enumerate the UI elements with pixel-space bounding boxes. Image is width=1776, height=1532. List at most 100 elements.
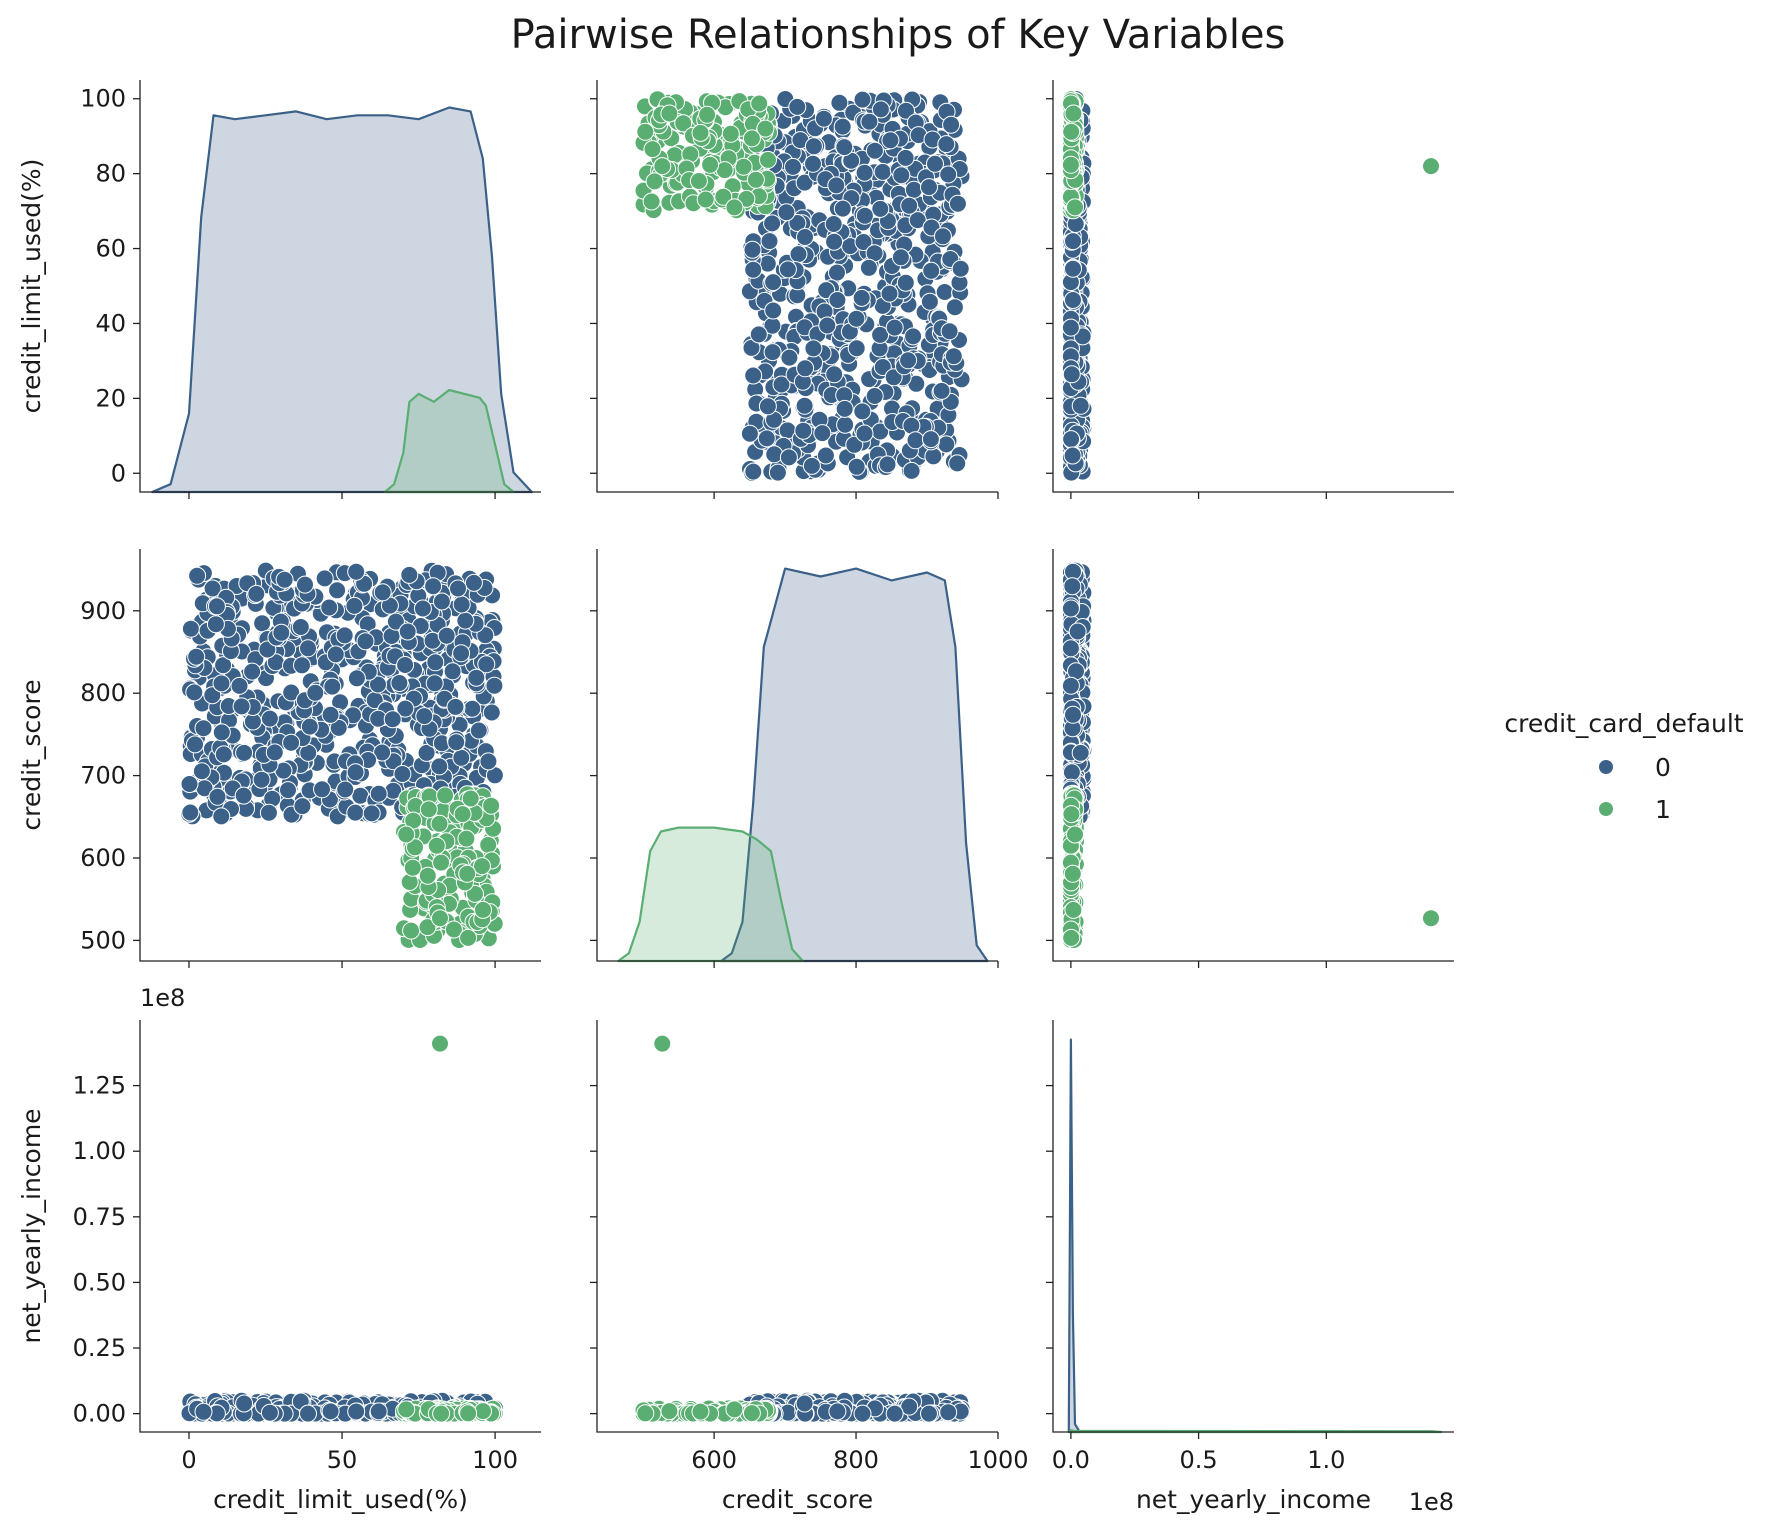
point-0 [906, 431, 925, 450]
point-0 [847, 309, 866, 328]
point-0 [880, 284, 899, 303]
point-0 [413, 599, 432, 618]
y-tick-label: 700 [80, 762, 126, 790]
point-0 [885, 318, 904, 337]
y-tick-label: 60 [95, 235, 126, 263]
point-1 [756, 119, 775, 138]
point-0 [293, 656, 311, 675]
point-0 [865, 387, 884, 405]
point-0 [291, 618, 310, 636]
point-0 [825, 365, 844, 384]
chart-title: Pairwise Relationships of Key Variables [511, 12, 1286, 58]
point-0 [760, 232, 779, 251]
point-0 [859, 258, 878, 277]
point-0 [335, 626, 354, 645]
point-1 [479, 835, 498, 854]
point-0 [827, 176, 846, 195]
point-0 [181, 803, 200, 822]
point-1 [642, 192, 661, 211]
point-0 [804, 137, 823, 156]
panel-credit_limit_used(%)-vs-credit_score [590, 80, 999, 499]
point-0 [437, 626, 456, 645]
panel-credit_score-vs-credit_score [590, 549, 999, 968]
point-0 [347, 1402, 366, 1421]
point-0 [432, 592, 451, 611]
point-0 [884, 368, 903, 387]
point-1 [691, 123, 710, 142]
point-0 [369, 1402, 388, 1421]
point-0 [234, 786, 253, 805]
point-1 [397, 825, 416, 844]
point-0 [207, 597, 226, 616]
point-0 [908, 211, 927, 230]
y-tick-label: 0 [111, 459, 126, 487]
point-0 [456, 611, 475, 630]
point-0 [449, 579, 467, 598]
point-1 [432, 1404, 451, 1423]
y-tick-label: 20 [95, 384, 126, 412]
point-0 [758, 397, 777, 416]
point-0 [260, 1403, 279, 1422]
point-0 [181, 619, 200, 638]
point-0 [1063, 446, 1082, 465]
point-0 [260, 709, 279, 728]
y-tick-label: 0.25 [73, 1334, 126, 1362]
point-0 [212, 723, 231, 742]
point-1 [660, 104, 679, 123]
kde-1 [383, 388, 515, 494]
point-1 [725, 198, 744, 217]
point-1 [474, 900, 492, 919]
point-0 [253, 614, 272, 633]
point-1 [397, 1400, 416, 1419]
point-0 [897, 101, 915, 120]
point-0 [351, 786, 370, 805]
point-0 [346, 803, 365, 822]
point-0 [235, 743, 254, 762]
point-0 [424, 577, 443, 596]
point-0 [192, 762, 211, 781]
point-0 [933, 227, 952, 246]
point-0 [265, 743, 284, 762]
point-0 [921, 430, 940, 449]
y-tick-label: 1.25 [73, 1072, 126, 1100]
point-0 [873, 162, 892, 181]
y-tick-label: 900 [80, 597, 126, 625]
point-0 [320, 598, 339, 617]
point-0 [796, 359, 815, 378]
point-1 [1066, 198, 1084, 217]
point-0 [426, 653, 445, 672]
point-1 [643, 140, 662, 159]
point-0 [356, 632, 375, 651]
point-0 [948, 194, 967, 213]
point-0 [891, 248, 910, 267]
point-0 [854, 233, 873, 251]
point-0 [833, 199, 852, 218]
point-0 [795, 173, 814, 192]
point-0 [764, 273, 783, 292]
point-1 [418, 866, 437, 885]
point-0 [744, 260, 763, 279]
point-0 [743, 240, 762, 259]
point-0 [321, 705, 340, 724]
point-1 [431, 1034, 449, 1053]
point-1 [689, 172, 708, 190]
point-0 [784, 157, 802, 176]
point-0 [847, 457, 866, 476]
x-tick-label: 0 [181, 1446, 196, 1474]
point-0 [855, 163, 874, 182]
point-0 [855, 206, 874, 225]
panel-credit_limit_used(%)-vs-net_yearly_income [1046, 80, 1454, 499]
point-0 [1061, 639, 1080, 658]
y-axis-label: net_yearly_income [17, 1108, 46, 1343]
point-0 [1071, 743, 1090, 762]
point-0 [313, 780, 331, 799]
point-0 [1071, 396, 1090, 415]
point-0 [830, 93, 849, 112]
point-0 [835, 399, 854, 418]
point-1 [1066, 825, 1084, 844]
y-tick-label: 80 [95, 160, 126, 188]
point-0 [836, 415, 855, 434]
point-0 [824, 215, 843, 233]
